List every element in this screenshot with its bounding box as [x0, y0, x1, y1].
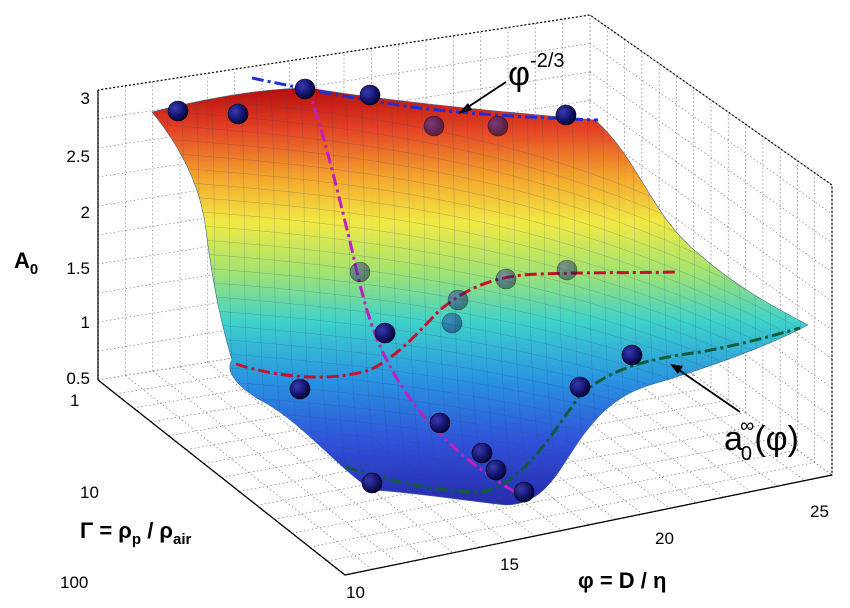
data-point [429, 412, 451, 434]
annotation-bottom: a0∞(φ) [670, 364, 799, 465]
data-point [569, 376, 591, 398]
data-point [349, 261, 371, 283]
data-point [441, 312, 463, 334]
y-tick-label: 100 [60, 573, 88, 592]
data-points [167, 78, 643, 503]
data-point [227, 103, 249, 125]
data-point [167, 100, 189, 122]
svg-text:a0∞(φ): a0∞(φ) [724, 415, 799, 465]
z-tick-label: 1.5 [66, 259, 90, 278]
z-tick-label: 2.5 [66, 147, 90, 166]
z-axis-ticks: 0.5 1 1.5 2 2.5 3 [66, 89, 90, 388]
tick-labels: 0.5 1 1.5 2 2.5 3 1 10 100 10 15 20 25 [60, 89, 829, 602]
data-point [289, 378, 311, 400]
y-tick-label: 1 [70, 391, 79, 410]
x-axis-ticks: 10 15 20 25 [346, 502, 829, 602]
y-axis-ticks: 1 10 100 [60, 391, 99, 592]
axis-box [97, 14, 833, 576]
data-point [555, 104, 577, 126]
data-point [621, 344, 643, 366]
z-axis-label: A0 [14, 248, 38, 278]
data-point [513, 481, 535, 503]
y-axis-label: Γ = ρp / ρair [80, 518, 192, 548]
curve-2 [235, 270, 676, 379]
x-tick-label: 25 [810, 502, 829, 521]
z-tick-label: 3 [81, 89, 90, 108]
y-tick-label: 10 [80, 483, 99, 502]
z-tick-label: 1 [81, 313, 90, 332]
data-point [495, 268, 517, 290]
data-point [423, 115, 445, 137]
data-point [359, 84, 381, 106]
svg-text:φ-2/3: φ-2/3 [508, 50, 565, 93]
surface-fill [151, 87, 809, 506]
data-point [485, 459, 507, 481]
z-tick-label: 2 [81, 203, 90, 222]
data-point [361, 472, 383, 494]
data-point [556, 259, 578, 281]
x-tick-label: 10 [346, 583, 365, 602]
z-tick-label: 0.5 [66, 369, 90, 388]
data-point [487, 115, 509, 137]
x-axis-label: φ = D / η [578, 568, 666, 593]
x-tick-label: 15 [500, 555, 519, 574]
annotation-top: φ-2/3 [458, 50, 565, 114]
data-point [294, 78, 316, 100]
data-point [447, 289, 469, 311]
data-point [374, 322, 396, 344]
x-tick-label: 20 [655, 529, 674, 548]
data-point [471, 442, 493, 464]
